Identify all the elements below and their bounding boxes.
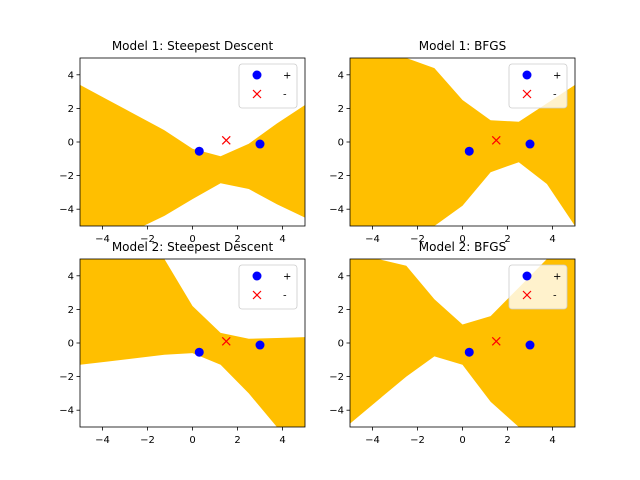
y-tick-label: −4	[59, 205, 74, 216]
y-tick-label: −2	[329, 171, 344, 182]
y-tick-label: −4	[59, 406, 74, 417]
x-tick-label: 0	[189, 234, 195, 245]
legend-label: -	[283, 291, 287, 302]
legend-marker-positive	[522, 70, 532, 80]
data-point-negative	[491, 135, 501, 145]
x-tick-label: −4	[365, 234, 380, 245]
legend-marker-positive	[252, 271, 262, 281]
x-tick-label: −4	[95, 435, 110, 446]
panels-layer: −4 −2 0 2 4 −4 −2 0 2 4 Model 1: Steepest Descent +…	[59, 39, 576, 446]
y-tick-label: 0	[68, 138, 74, 149]
y-tick-label: 4	[338, 70, 344, 81]
data-point-negative	[491, 336, 501, 346]
decision-region	[80, 84, 305, 226]
y-tick-label: −2	[329, 372, 344, 383]
legend-label: +	[283, 272, 291, 283]
x-tick-label: 2	[234, 234, 240, 245]
y-tick-label: 4	[338, 271, 344, 282]
chart-panel-1: −4 −2 0 2 4 −4 −2 0 2 4 Model 1: Steepest Descent +…	[59, 39, 306, 245]
data-point-negative	[221, 336, 231, 346]
panel-title: Model 2: Steepest Descent	[112, 240, 274, 254]
legend-marker-positive	[252, 70, 262, 80]
x-tick-label: 4	[279, 234, 285, 245]
x-tick-label: −2	[140, 435, 155, 446]
legend-marker-positive	[522, 271, 532, 281]
x-tick-label: −2	[140, 234, 155, 245]
y-tick-label: 4	[68, 271, 74, 282]
y-tick-label: 2	[338, 104, 344, 115]
x-marker-stroke	[221, 336, 231, 346]
data-point-positive	[525, 139, 535, 149]
chart-panel-2: −4 −2 0 2 4 −4 −2 0 2 4 Model 1: BFGS + -	[329, 39, 576, 245]
x-tick-label: −4	[365, 435, 380, 446]
legend-marker-negative	[522, 290, 532, 300]
x-tick-label: −2	[410, 435, 425, 446]
y-tick-label: −2	[59, 372, 74, 383]
y-tick-label: 0	[68, 339, 74, 350]
y-tick-label: −4	[329, 406, 344, 417]
legend-label: +	[283, 71, 291, 82]
legend-marker-negative	[252, 290, 262, 300]
panel-title: Model 1: BFGS	[419, 39, 506, 53]
y-tick-label: 2	[338, 305, 344, 316]
x-tick-label: 4	[549, 234, 555, 245]
chart-panel-3: −4 −2 0 2 4 −4 −2 0 2 4 Model 2: Steepest Descent +…	[59, 240, 306, 446]
y-tick-label: 0	[338, 138, 344, 149]
x-tick-label: 2	[504, 435, 510, 446]
decision-region	[350, 58, 575, 226]
y-tick-label: 2	[68, 305, 74, 316]
x-tick-label: 2	[504, 234, 510, 245]
data-point-positive	[194, 347, 204, 357]
decision-region	[80, 259, 305, 427]
data-point-positive	[255, 139, 265, 149]
data-point-positive	[194, 146, 204, 156]
data-point-positive	[464, 347, 474, 357]
legend-label: -	[553, 291, 557, 302]
x-marker-stroke	[252, 89, 262, 99]
x-marker-stroke	[221, 135, 231, 145]
x-tick-label: 0	[459, 234, 465, 245]
legend-label: -	[283, 90, 287, 101]
data-point-negative	[221, 135, 231, 145]
y-tick-label: 2	[68, 104, 74, 115]
y-tick-label: 4	[68, 70, 74, 81]
data-point-positive	[525, 340, 535, 350]
x-tick-label: 4	[549, 435, 555, 446]
x-tick-label: −4	[95, 234, 110, 245]
x-marker-stroke	[522, 89, 532, 99]
x-tick-label: 4	[279, 435, 285, 446]
legend-marker-negative	[522, 89, 532, 99]
x-tick-label: 0	[189, 435, 195, 446]
data-point-positive	[464, 146, 474, 156]
x-marker-stroke	[252, 290, 262, 300]
x-marker-stroke	[491, 336, 501, 346]
legend-label: +	[553, 71, 561, 82]
y-tick-label: −2	[59, 171, 74, 182]
y-tick-label: 0	[338, 339, 344, 350]
x-marker-stroke	[522, 290, 532, 300]
x-tick-label: −2	[410, 234, 425, 245]
data-point-positive	[255, 340, 265, 350]
panel-title: Model 2: BFGS	[419, 240, 506, 254]
y-tick-label: −4	[329, 205, 344, 216]
x-tick-label: 0	[459, 435, 465, 446]
x-tick-label: 2	[234, 435, 240, 446]
panel-title: Model 1: Steepest Descent	[112, 39, 274, 53]
chart-panel-4: −4 −2 0 2 4 −4 −2 0 2 4 Model 2: BFGS + -	[329, 240, 576, 446]
legend-marker-negative	[252, 89, 262, 99]
x-marker-stroke	[491, 135, 501, 145]
legend-label: +	[553, 272, 561, 283]
legend-label: -	[553, 90, 557, 101]
